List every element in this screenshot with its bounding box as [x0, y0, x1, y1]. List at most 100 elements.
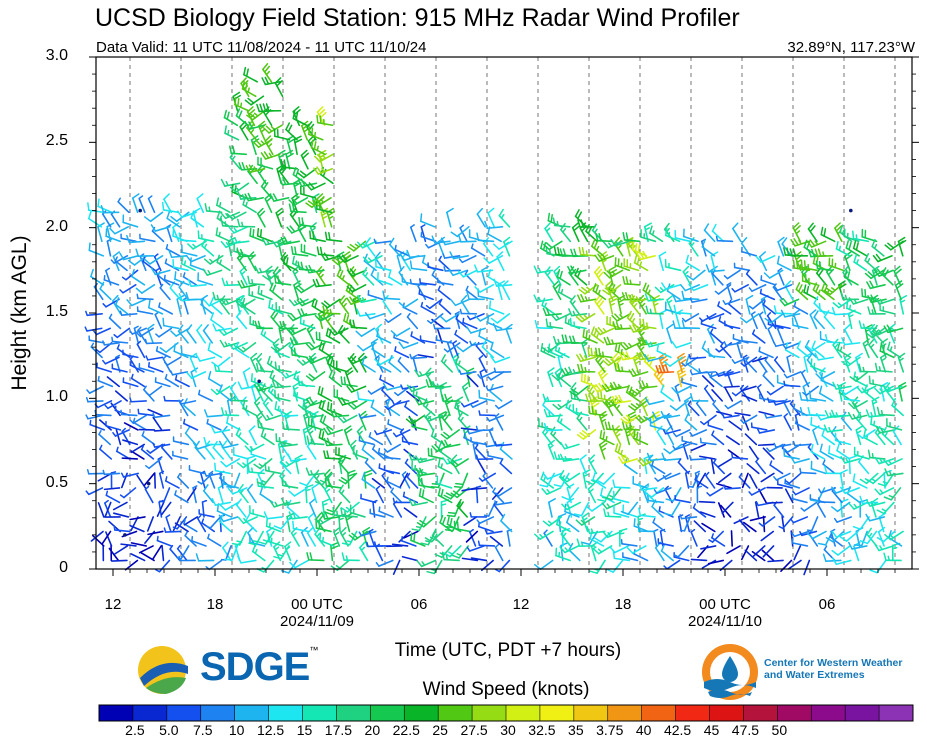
wind-barb: [333, 388, 350, 402]
wind-barb: [210, 312, 224, 330]
wind-barb: [223, 475, 240, 489]
wind-barb: [191, 535, 207, 547]
wind-barb: [597, 390, 615, 402]
wind-barb: [750, 422, 768, 431]
wind-barb: [790, 516, 809, 524]
wind-barb: [660, 543, 674, 562]
wind-barb: [262, 124, 283, 134]
wind-barb: [298, 216, 316, 228]
wind-barb: [247, 275, 266, 286]
wind-barb: [767, 397, 785, 403]
colorbar-tick-label: 32.5: [528, 722, 556, 738]
wind-barb: [166, 210, 181, 228]
wind-barb: [553, 246, 572, 257]
wind-barb: [852, 516, 870, 530]
wind-barb: [155, 327, 173, 338]
wind-barb: [368, 432, 384, 446]
wind-barb: [105, 228, 122, 243]
wind-barb: [188, 464, 205, 475]
wind-barb: [325, 327, 341, 344]
wind-barb: [241, 81, 257, 98]
wind-barb: [195, 353, 216, 362]
wind-barb: [333, 526, 341, 547]
wind-barb: [865, 409, 885, 418]
wind-barb: [500, 513, 513, 533]
wind-barb: [99, 444, 113, 460]
wind-barb: [656, 343, 672, 359]
wind-barb: [871, 238, 885, 257]
wind-barb: [644, 339, 665, 348]
wind-barb: [280, 371, 301, 379]
wind-barb: [839, 530, 859, 542]
wind-barb: [628, 368, 649, 378]
wind-barb: [897, 236, 907, 257]
wind-barb: [652, 517, 666, 533]
wind-barb: [304, 409, 324, 419]
wind-barb: [275, 207, 284, 228]
wind-barb: [383, 443, 402, 453]
wind-barb: [483, 501, 496, 517]
wind-barb: [485, 385, 504, 392]
wind-barb: [542, 393, 562, 403]
wind-barb: [376, 272, 393, 286]
wind-barb: [800, 501, 818, 512]
wind-barb: [874, 362, 893, 373]
wind-barb: [143, 255, 164, 265]
wind-barb: [582, 328, 598, 344]
wind-barb: [717, 502, 725, 518]
wind-barb: [453, 472, 469, 489]
wind-barb: [619, 351, 639, 361]
wind-barb: [89, 419, 106, 431]
wind-barb: [553, 451, 573, 460]
wind-barb: [487, 371, 505, 381]
wind-barb: [177, 472, 190, 489]
wind-barb: [136, 474, 147, 489]
wind-barb: [813, 310, 825, 330]
wind-barb: [674, 229, 691, 243]
wind-barb: [97, 502, 105, 518]
wind-barb: [791, 538, 809, 547]
wind-barb: [87, 210, 103, 228]
wind-barb: [383, 465, 401, 475]
colorbar-swatch: [336, 705, 371, 721]
wind-barb: [112, 501, 128, 511]
wind-barb: [86, 385, 104, 394]
wind-barb: [234, 96, 250, 112]
wind-barb: [796, 340, 810, 359]
wind-barb: [755, 457, 767, 475]
wind-barb: [456, 342, 477, 353]
wind-barb: [207, 342, 223, 359]
wind-barb: [150, 267, 171, 276]
wind-barb: [223, 109, 239, 127]
wind-barb: [163, 193, 173, 214]
wind-barb: [806, 516, 819, 532]
wind-barb: [278, 176, 299, 186]
wind-barb: [103, 487, 121, 491]
wind-barb: [483, 255, 504, 264]
wind-barb: [130, 553, 146, 562]
wind-barb: [831, 306, 851, 316]
colorbar-tick-label: 20: [364, 722, 381, 738]
wind-barb: [460, 427, 478, 431]
wind-barb: [808, 390, 827, 402]
wind-barb: [378, 506, 394, 518]
wind-barb: [183, 418, 199, 431]
wind-barb: [628, 293, 648, 303]
wind-barb: [867, 294, 887, 304]
wind-barb: [578, 246, 597, 257]
wind-barb: [418, 289, 434, 301]
wind-barb: [663, 559, 681, 570]
wind-barb: [85, 310, 103, 317]
wind-barb: [703, 223, 716, 243]
wind-barb: [192, 442, 213, 450]
wind-barb: [595, 347, 613, 359]
wind-barb: [352, 445, 369, 460]
wind-barb: [595, 232, 614, 243]
wind-barb: [185, 255, 206, 263]
wind-barb: [602, 240, 623, 249]
wind-barb: [178, 555, 196, 562]
wind-barb: [858, 363, 877, 373]
wind-barb: [638, 507, 656, 518]
wind-barb: [879, 302, 896, 315]
wind-barb: [789, 399, 801, 417]
